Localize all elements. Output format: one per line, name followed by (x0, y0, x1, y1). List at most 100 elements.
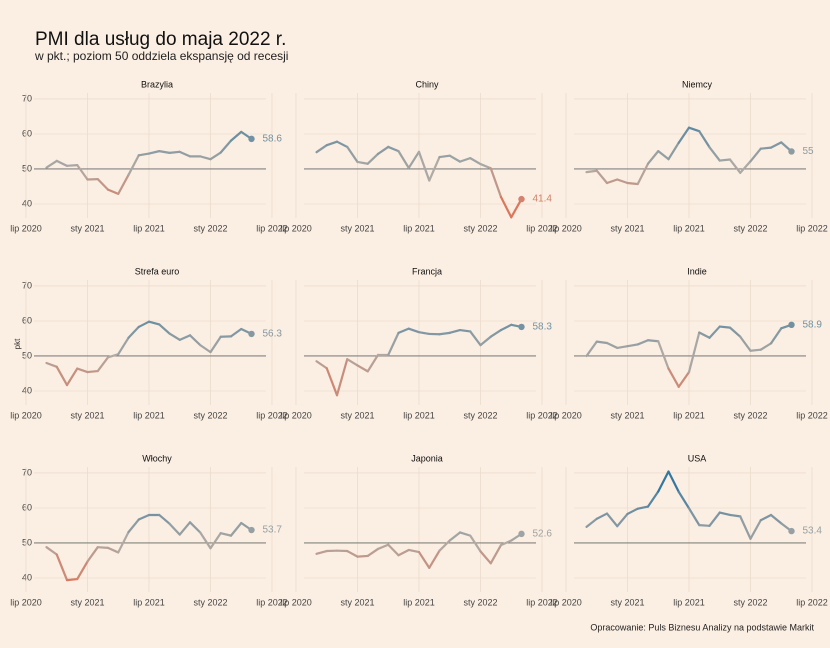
x-tick-label: sty 2022 (193, 597, 227, 607)
line-segment (759, 146, 773, 150)
line-segment (438, 539, 451, 552)
line-segment (356, 554, 369, 558)
line-segment (428, 155, 441, 182)
line-segment (585, 340, 598, 358)
line-segment (106, 546, 120, 554)
end-label: 53.4 (803, 526, 823, 537)
line-segment (616, 345, 629, 350)
line-segment (127, 154, 140, 177)
line-segment (667, 141, 680, 161)
panel-title: Chiny (415, 79, 439, 89)
line-segment (769, 513, 783, 525)
line-segment (687, 126, 701, 133)
line-segment (106, 188, 120, 195)
line-segment (448, 154, 462, 163)
line-segment (718, 511, 732, 517)
y-tick-label: 50 (22, 350, 32, 360)
line-segment (646, 490, 660, 508)
end-label: 52.6 (533, 529, 553, 540)
end-label: 58.6 (263, 134, 283, 145)
line-segment (458, 531, 472, 537)
line-segment (489, 543, 503, 565)
x-tick-label: lip 2020 (280, 223, 312, 233)
line-segment (739, 160, 752, 174)
line-segment (458, 328, 472, 333)
line-segment (229, 327, 243, 338)
line-segment (356, 364, 369, 373)
line-segment (595, 340, 609, 345)
line-segment (366, 547, 380, 558)
x-tick-label: lip 2020 (10, 223, 42, 233)
line-segment (759, 342, 773, 351)
line-segment (667, 367, 680, 388)
line-segment (65, 164, 79, 167)
end-label: 56.3 (263, 329, 283, 340)
line-segment (708, 146, 721, 162)
line-segment (178, 334, 192, 341)
line-segment (376, 543, 390, 551)
y-tick-label: 60 (22, 315, 32, 325)
panel-title: USA (688, 453, 707, 463)
line-segment (595, 169, 609, 185)
line-segment (646, 339, 660, 343)
line-segment (199, 344, 212, 354)
y-tick-label: 50 (22, 163, 32, 173)
line-segment (117, 336, 130, 356)
line-segment (605, 512, 619, 528)
x-tick-label: lip 2020 (550, 223, 582, 233)
line-segment (168, 522, 181, 536)
line-segment (407, 327, 421, 334)
line-segment (448, 328, 462, 334)
panel-title: Japonia (411, 453, 443, 463)
line-segment (178, 150, 192, 158)
line-segment (677, 126, 691, 144)
y-tick-label: 70 (22, 280, 32, 290)
line-segment (479, 550, 492, 565)
line-segment (469, 330, 482, 347)
line-segment (417, 150, 431, 182)
x-tick-label: lip 2022 (256, 410, 288, 420)
y-tick-label: 40 (22, 385, 32, 395)
x-tick-label: sty 2021 (340, 410, 374, 420)
line-segment (595, 512, 609, 520)
x-tick-label: lip 2022 (526, 597, 558, 607)
x-tick-label: lip 2020 (280, 410, 312, 420)
x-tick-label: sty 2022 (733, 597, 767, 607)
end-point (518, 323, 525, 331)
line-segment (499, 539, 513, 547)
line-segment (209, 151, 222, 161)
line-segment (188, 334, 202, 347)
line-segment (479, 162, 492, 170)
x-tick-label: sty 2022 (193, 410, 227, 420)
line-segment (147, 150, 161, 155)
end-point (248, 330, 255, 338)
x-tick-label: lip 2021 (673, 597, 705, 607)
line-segment (718, 325, 732, 329)
line-segment (219, 139, 233, 154)
line-segment (188, 521, 202, 534)
line-segment (728, 513, 742, 518)
y-tick-label: 60 (22, 128, 32, 138)
line-segment (315, 360, 328, 370)
line-segment (45, 361, 58, 368)
end-label: 58.9 (803, 319, 823, 330)
end-label: 41.4 (533, 194, 553, 205)
line-segment (76, 367, 89, 374)
x-tick-label: lip 2022 (256, 597, 288, 607)
line-segment (219, 532, 233, 537)
line-segment (147, 320, 161, 326)
x-tick-label: sty 2022 (733, 410, 767, 420)
end-label: 58.3 (533, 322, 553, 333)
line-segment (646, 150, 660, 165)
line-segment (335, 358, 349, 397)
line-segment (346, 358, 359, 367)
line-segment (657, 150, 670, 161)
line-segment (397, 548, 410, 557)
line-segment (616, 178, 629, 185)
x-tick-label: lip 2021 (403, 223, 435, 233)
x-tick-label: lip 2022 (796, 410, 828, 420)
end-label: 53.7 (263, 525, 283, 536)
line-segment (65, 367, 79, 387)
